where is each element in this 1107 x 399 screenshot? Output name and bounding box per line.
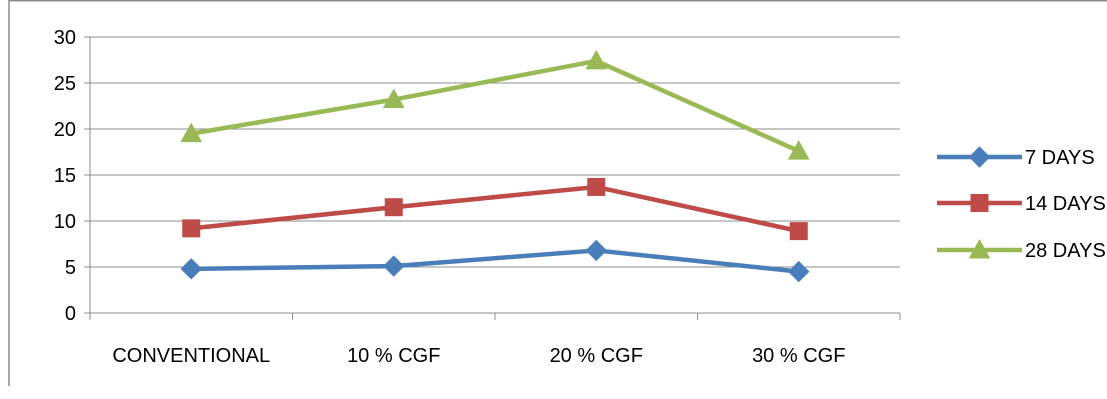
data-point-series-3 [382,88,405,109]
legend-label: 14 DAYS [1025,193,1106,215]
legend-marker [968,146,991,168]
series-line-2 [191,184,800,234]
x-tick-label: 20 % CGF [550,345,643,367]
x-tick-label: 30 % CGF [752,345,845,367]
data-point-series-1 [383,255,405,277]
y-tick-label: 20 [54,119,76,141]
data-point-series-2 [384,198,403,217]
data-point-series-1 [788,260,810,283]
data-point-series-1 [585,239,607,262]
series-line-1 [191,248,799,274]
data-point-series-2 [182,219,201,238]
series-line-3 [190,58,800,154]
x-tick-label: 10 % CGF [347,345,440,367]
y-tick-label: 15 [54,165,76,187]
y-tick-label: 25 [54,73,76,95]
data-point-series-1 [180,258,202,280]
y-tick-label: 0 [65,303,76,325]
data-point-series-3 [787,140,810,160]
data-point-series-3 [585,49,608,70]
legend-label: 7 DAYS [1025,147,1095,169]
y-tick-label: 10 [54,211,76,233]
legend-marker [968,238,991,259]
legend-label: 28 DAYS [1025,240,1106,262]
y-tick-label: 5 [65,257,76,279]
data-point-series-2 [587,177,606,196]
y-tick-label: 30 [54,27,76,49]
data-point-series-2 [789,222,808,241]
x-tick-label: CONVENTIONAL [112,345,270,367]
legend-marker [970,194,989,212]
data-point-series-3 [180,122,203,143]
